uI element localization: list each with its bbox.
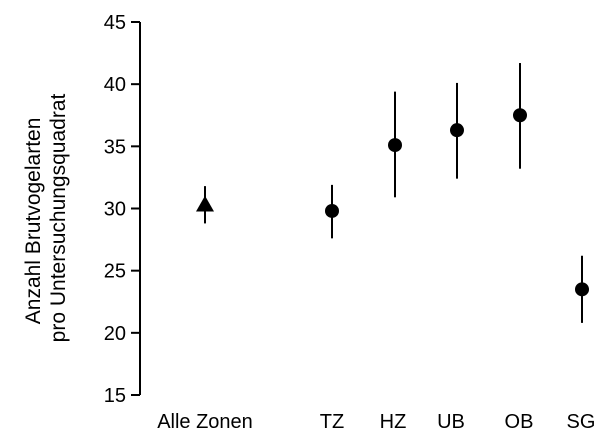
x-category-label: Alle Zonen	[157, 411, 253, 433]
y-axis-title-line-1: Anzahl Brutvogelarten	[22, 118, 45, 325]
data-point	[450, 123, 464, 138]
x-category-label: OB	[505, 411, 534, 433]
data-point	[388, 138, 402, 153]
data-points	[196, 63, 589, 323]
x-category-label: HZ	[380, 411, 407, 433]
category-labels: Alle Zonen TZ HZ UB OB SG	[157, 411, 595, 433]
y-tick-label: 30	[104, 199, 126, 221]
y-axis: 15 20 25 30 35 40 45	[104, 12, 141, 407]
y-tick-label: 25	[104, 261, 126, 283]
data-point	[325, 203, 339, 218]
y-axis-title-line-2: pro Untersuchungsquadrat	[47, 94, 70, 343]
y-tick-label: 40	[104, 74, 126, 96]
x-category-label: SG	[567, 411, 596, 433]
x-category-label: TZ	[320, 411, 344, 433]
data-point	[513, 108, 527, 123]
data-point-triangle	[196, 195, 214, 212]
y-tick-label: 35	[104, 136, 126, 158]
y-axis-title: Anzahl Brutvogelarten pro Untersuchungsq…	[22, 94, 70, 343]
data-point	[575, 282, 589, 297]
y-tick-label: 15	[104, 385, 126, 407]
y-tick-label: 45	[104, 12, 126, 34]
x-category-label: UB	[437, 411, 465, 433]
y-tick-label: 20	[104, 323, 126, 345]
